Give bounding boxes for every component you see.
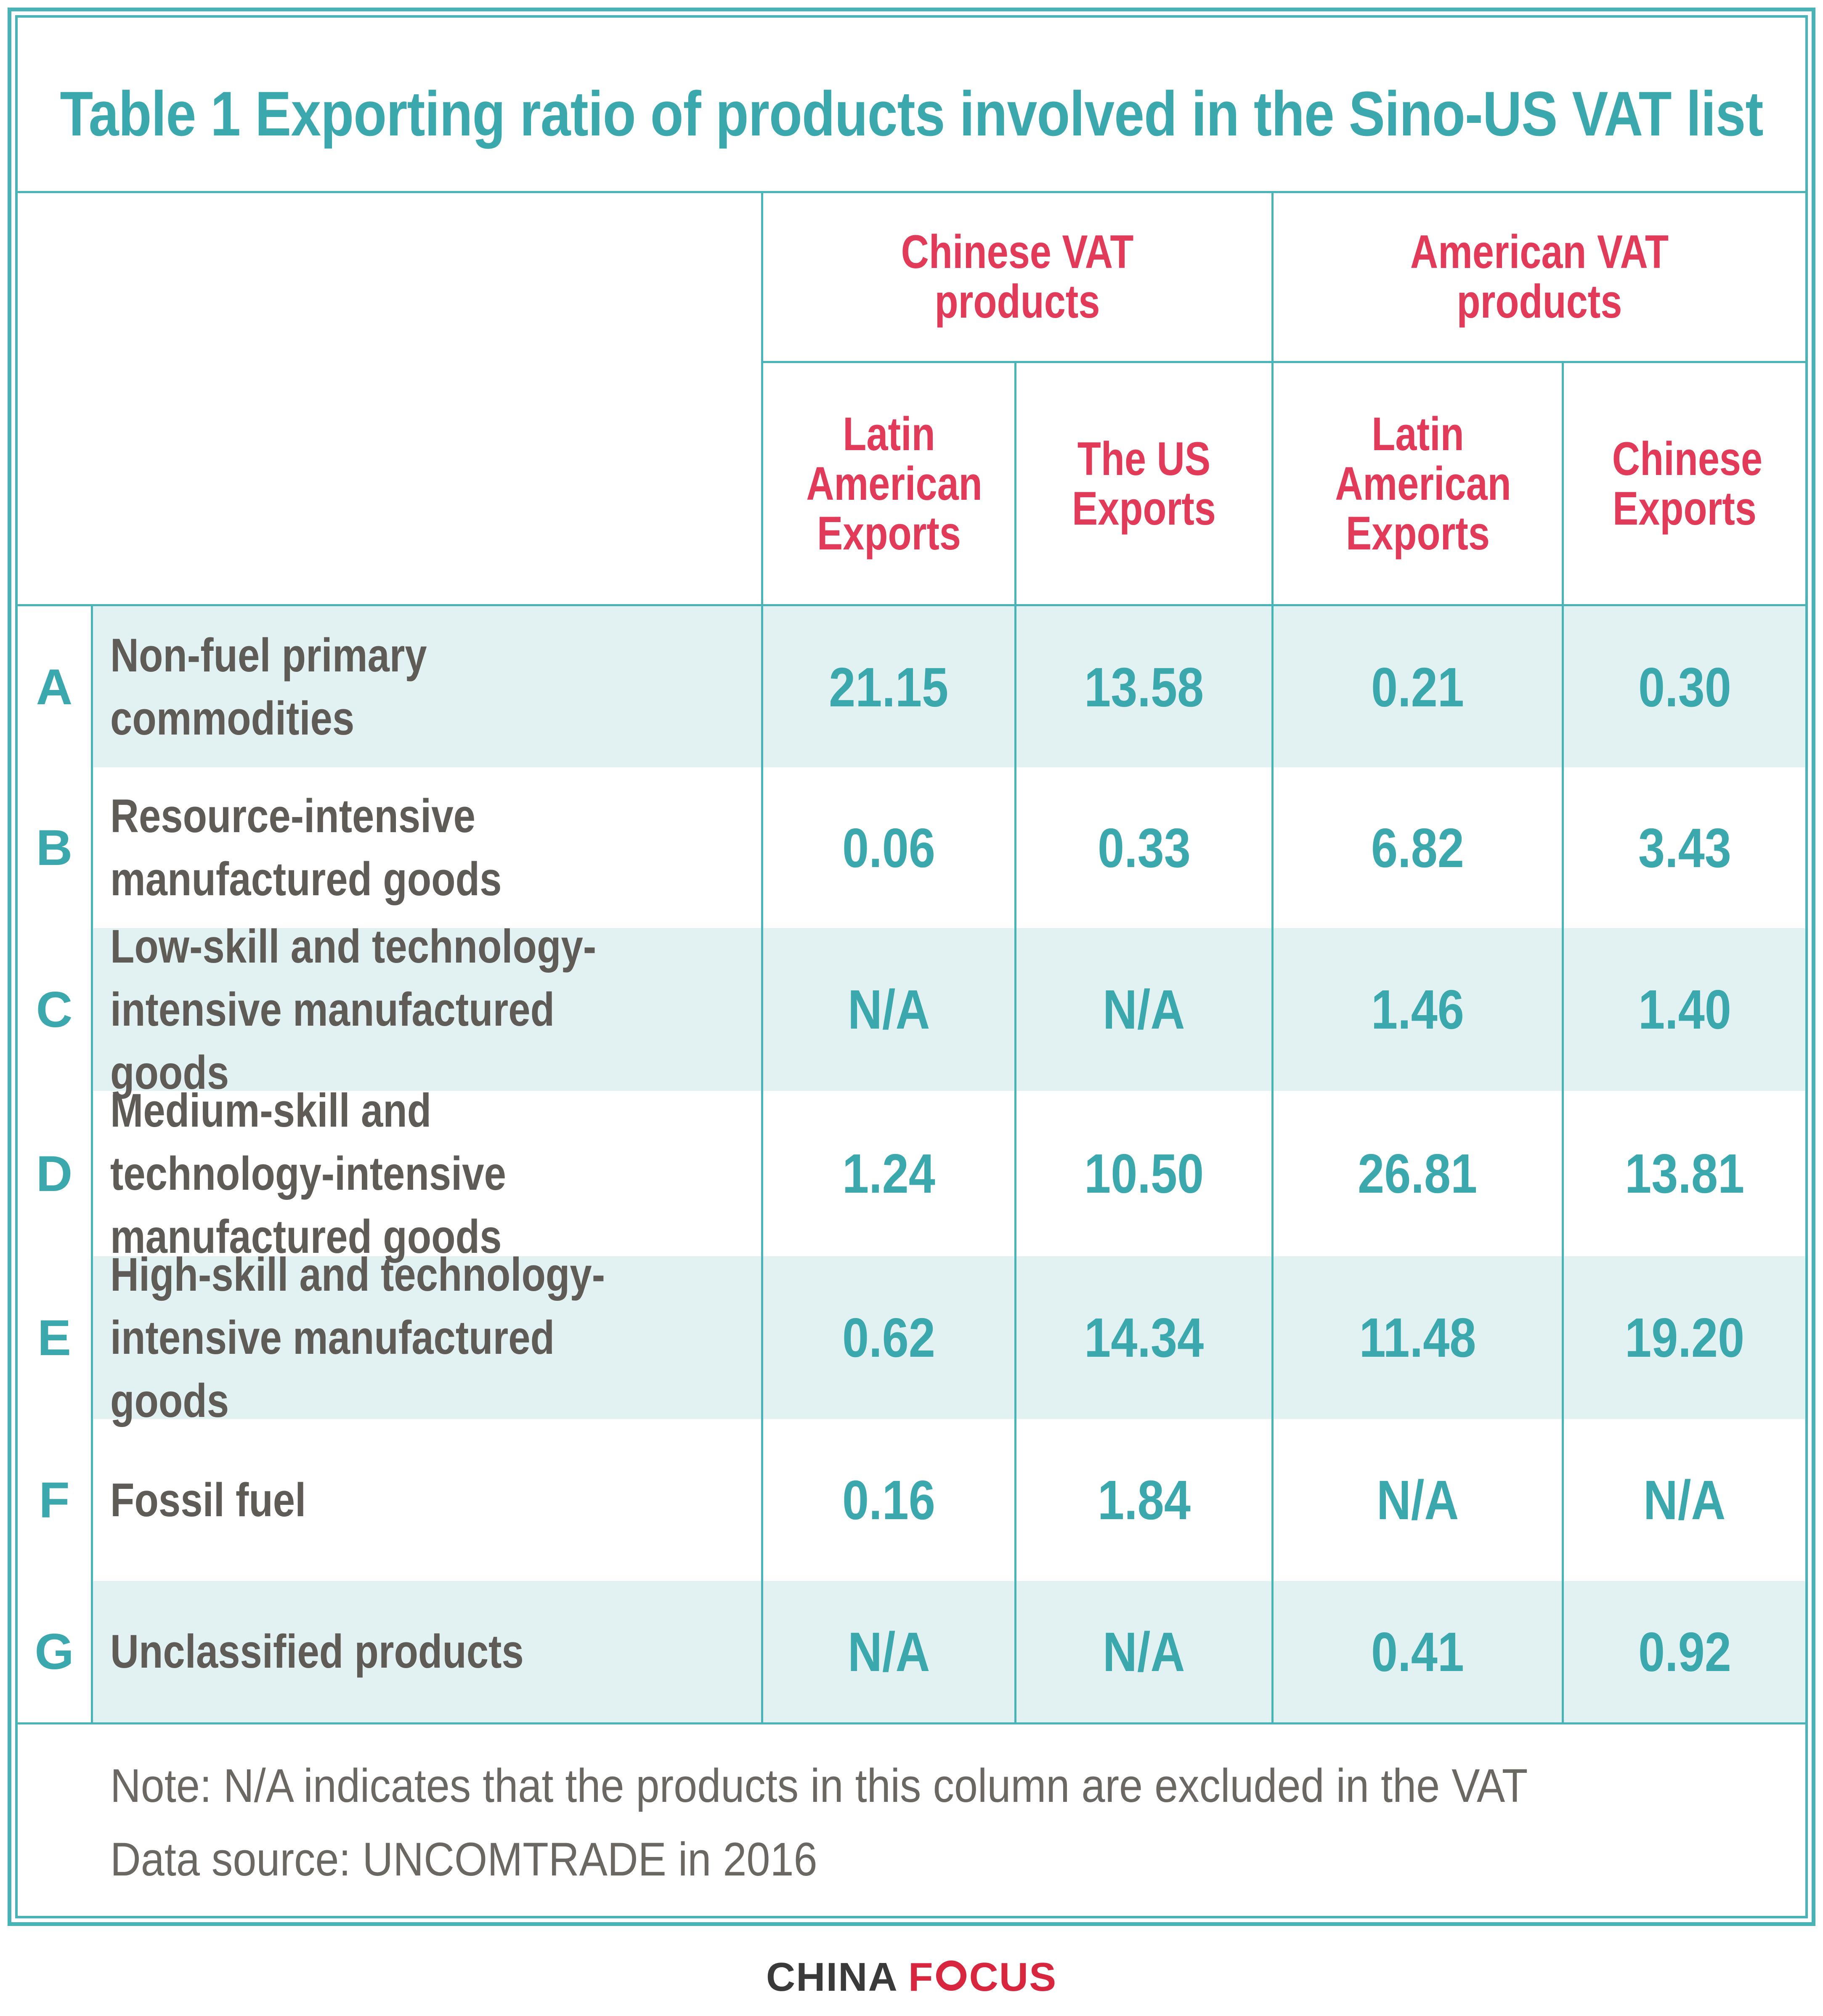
table-cell: 11.48 [1359,1307,1476,1369]
table-cell: 1.46 [1371,979,1464,1040]
table-cell: 14.34 [1084,1307,1204,1369]
table-cell: 1.40 [1638,979,1731,1040]
row-label: Unclassified products [110,1625,524,1678]
row-band [91,928,1805,1091]
row-letter: E [37,1309,72,1366]
table-cell: 21.15 [829,656,949,718]
rule [1271,193,1274,1723]
rule [18,604,1805,606]
table-note: Note: N/A indicates that the products in… [110,1759,1528,1812]
table-cell: 13.58 [1084,656,1204,718]
column-header: Latin American Exports [806,407,982,560]
table-cell: 13.81 [1624,1143,1745,1204]
row-band [91,607,1805,767]
table-cell: 3.43 [1638,817,1731,879]
rule [1562,363,1564,1723]
table-cell: 1.84 [1097,1469,1191,1531]
row-label: Non-fuel primary commodities [110,629,427,745]
group-header-chinese: Chinese VAT products [901,225,1134,328]
rule [18,191,1805,193]
row-band [91,1256,1805,1419]
row-label: Medium-skill and technology-intensive ma… [110,1084,506,1263]
table-cell: N/A [1643,1469,1726,1531]
table-cell: N/A [1103,979,1185,1040]
china-focus-logo: CHINA F CUS [766,1955,1057,2000]
table-cell: 0.16 [842,1469,935,1531]
table-cell: 0.62 [842,1307,935,1369]
table-cell: N/A [1103,1621,1185,1683]
row-band [91,1581,1805,1722]
focus-o-icon [936,1960,967,1991]
row-letter: G [34,1623,74,1680]
data-source: Data source: UNCOMTRADE in 2016 [110,1833,817,1886]
table-cell: 6.82 [1371,817,1464,879]
row-letter: B [36,820,73,876]
table-cell: 1.24 [842,1143,935,1204]
rule [18,1722,1805,1724]
group-header-american: American VAT products [1410,225,1669,328]
row-letter: F [39,1472,70,1528]
table-cell: N/A [847,979,930,1040]
row-label: Fossil fuel [110,1473,306,1526]
table-cell: 0.92 [1638,1621,1731,1683]
row-letter: C [36,981,73,1038]
table-cell: 0.33 [1097,817,1191,879]
column-header: The US Exports [1072,432,1216,535]
table-cell: N/A [1376,1469,1459,1531]
table-cell: 0.06 [842,817,935,879]
table-cell: 0.21 [1371,656,1464,718]
table-cell: 19.20 [1624,1307,1745,1369]
rule [761,361,1805,363]
table-cell: N/A [847,1621,930,1683]
outer-frame [8,8,1815,1926]
row-label: High-skill and technology-intensive manu… [110,1248,605,1427]
row-label: Low-skill and technology-intensive manuf… [110,920,597,1099]
table-frame [15,15,1808,1918]
rule [91,606,93,1723]
rule [1014,363,1016,1723]
row-label: Resource-intensive manufactured goods [110,790,502,905]
table-title: Table 1 Exporting ratio of products invo… [60,78,1763,149]
table-cell: 10.50 [1084,1143,1204,1204]
table-cell: 26.81 [1358,1143,1478,1204]
row-letter: A [36,659,73,715]
table-cell: 0.41 [1371,1621,1464,1683]
column-header: Chinese Exports [1612,432,1763,535]
table-cell: 0.30 [1638,656,1731,718]
rule [761,193,763,1723]
column-header: Latin American Exports [1335,407,1511,560]
row-letter: D [36,1145,73,1202]
